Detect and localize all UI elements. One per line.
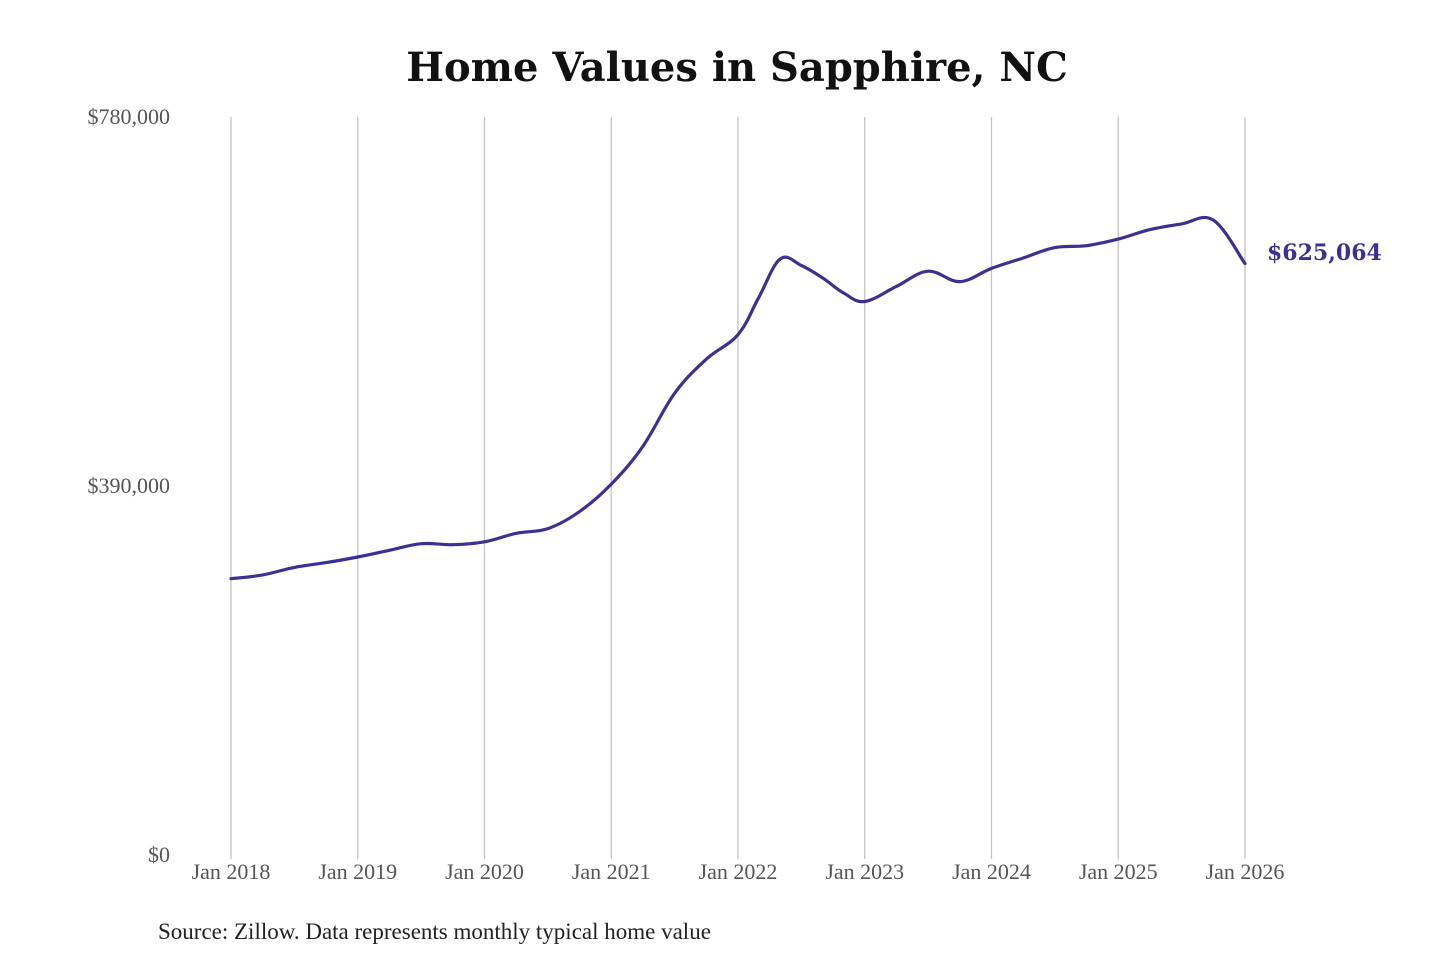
y-axis-ticks: $0 $390,000 $780,000: [88, 104, 171, 867]
x-tick-label: Jan 2022: [699, 859, 778, 884]
x-tick-label: Jan 2020: [445, 859, 524, 884]
x-axis-ticks: Jan 2018 Jan 2019 Jan 2020 Jan 2021 Jan 2022…: [192, 859, 1285, 884]
y-tick-label: $0: [148, 842, 170, 867]
x-tick-label: Jan 2019: [318, 859, 397, 884]
y-tick-label: $780,000: [88, 104, 171, 129]
y-tick-label: $390,000: [88, 473, 171, 498]
x-tick-label: Jan 2025: [1079, 859, 1158, 884]
x-tick-label: Jan 2023: [825, 859, 904, 884]
end-value-label: $625,064: [1267, 240, 1382, 266]
source-note: Source: Zillow. Data represents monthly …: [158, 919, 711, 944]
x-tick-label: Jan 2024: [952, 859, 1031, 884]
x-tick-label: Jan 2018: [192, 859, 271, 884]
x-tick-label: Jan 2026: [1206, 859, 1285, 884]
series-line-0: [229, 215, 1247, 581]
grid-layer: [230, 117, 1246, 859]
x-tick-label: Jan 2021: [572, 859, 651, 884]
series-layer: [229, 215, 1247, 581]
chart-title: Home Values in Sapphire, NC: [406, 44, 1068, 91]
